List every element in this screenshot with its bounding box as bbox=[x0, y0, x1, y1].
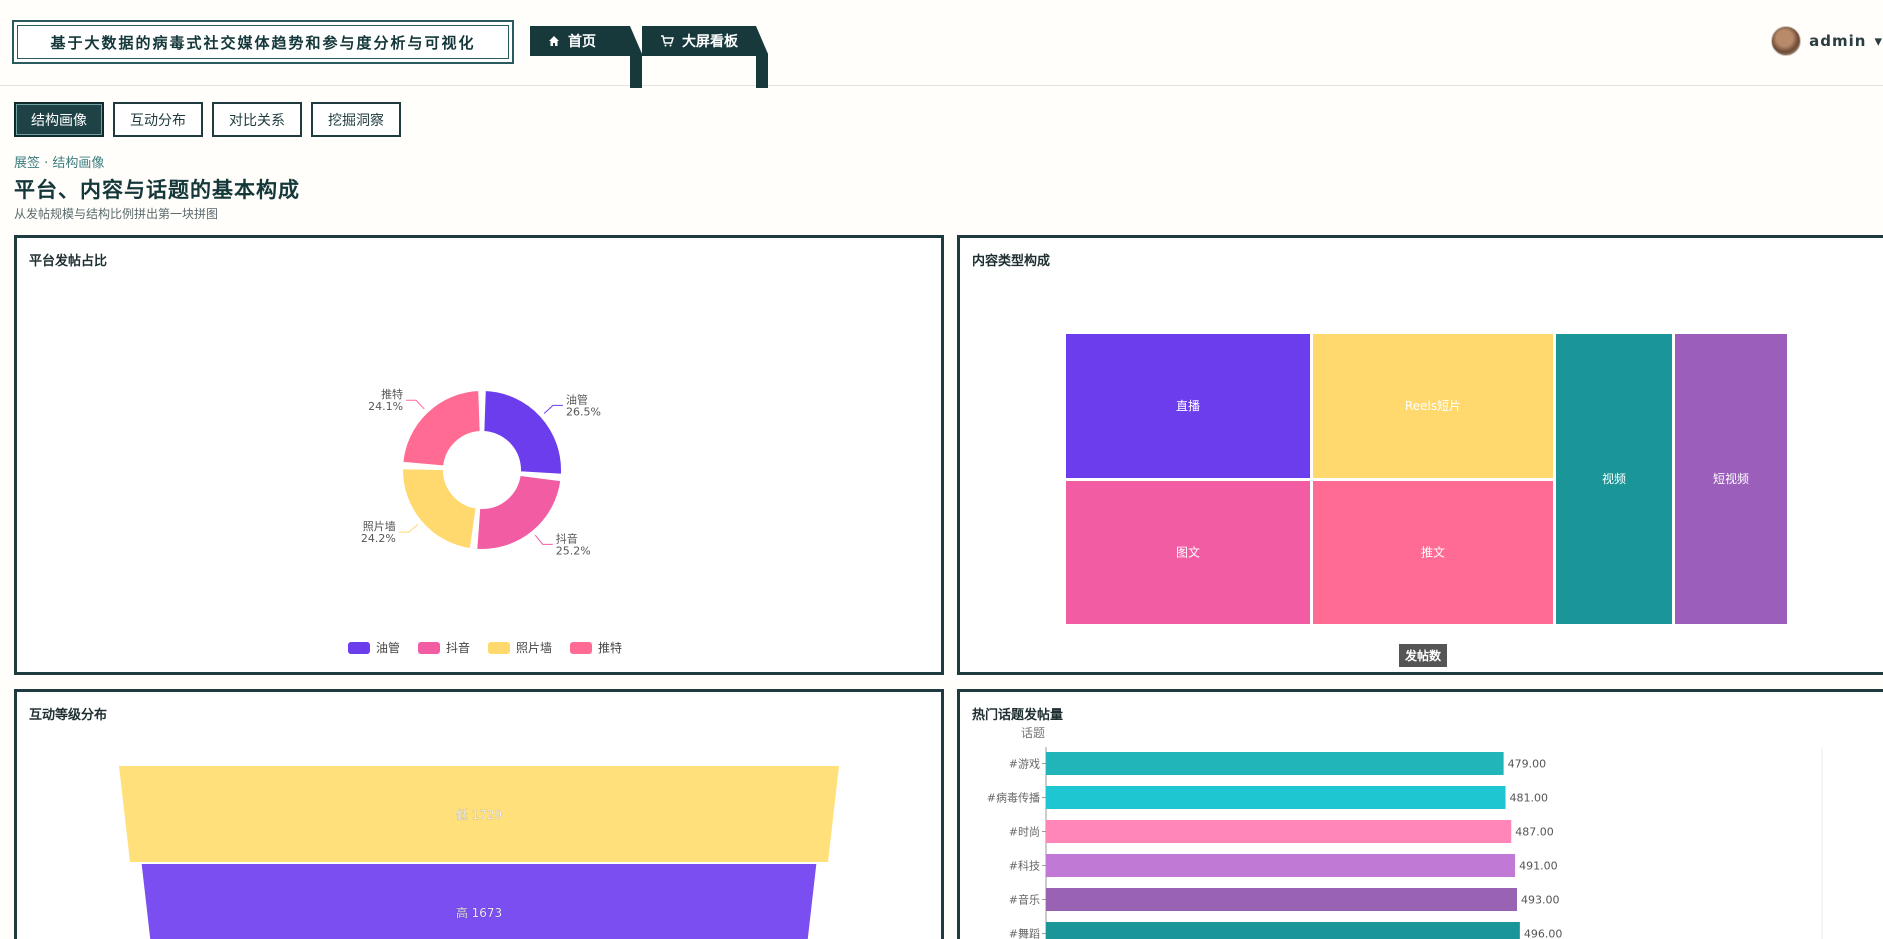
slice-value-label: 24.2% bbox=[361, 532, 396, 545]
nav-home-button[interactable]: 首页 bbox=[530, 26, 642, 88]
bar-value-label: 491.00 bbox=[1519, 860, 1558, 873]
treemap-cell-label: 推文 bbox=[1421, 545, 1445, 560]
treemap-breadcrumb[interactable]: 发帖数 bbox=[1399, 644, 1448, 667]
user-menu[interactable]: admin ▾ bbox=[1771, 26, 1883, 56]
platform-share-panel: 平台发帖占比 油管 26.5% 抖音 25.2% 照片墙 24.2% 推特 24.1% 油管抖… bbox=[14, 235, 944, 675]
hot-topics-panel: 热门话题发帖量 话题 #游戏 479.00 #病毒传播 481.00 #时尚 487.00 #… bbox=[957, 689, 1883, 939]
treemap-cell bbox=[1066, 334, 1310, 478]
y-tick-label: #科技 bbox=[1009, 859, 1040, 873]
engagement-level-panel: 互动等级分布 低 1729 高 1673 bbox=[14, 689, 944, 939]
bar-value-label: 479.00 bbox=[1508, 758, 1547, 771]
donut-slice bbox=[401, 389, 482, 468]
nav-dashboard-label: 大屏看板 bbox=[682, 34, 738, 50]
bar bbox=[1046, 888, 1517, 911]
treemap-cell-label: Reels短片 bbox=[1405, 399, 1461, 413]
treemap-cell-label: 直播 bbox=[1176, 399, 1200, 413]
funnel-label: 高 1673 bbox=[456, 905, 502, 920]
slice-label: 抖音 bbox=[556, 531, 578, 545]
y-tick-label: #游戏 bbox=[1009, 758, 1040, 771]
slice-value-label: 24.1% bbox=[368, 400, 403, 413]
panel-title: 热门话题发帖量 bbox=[972, 708, 1064, 723]
treemap-cell-label: 短视频 bbox=[1713, 471, 1749, 486]
bar-value-label: 493.00 bbox=[1521, 894, 1560, 907]
legend-item[interactable]: 推特 bbox=[570, 639, 622, 656]
funnel-segment bbox=[141, 864, 817, 939]
bar bbox=[1046, 854, 1516, 877]
y-tick-label: #舞蹈 bbox=[1009, 928, 1040, 939]
slice-value-label: 26.5% bbox=[566, 405, 601, 418]
y-tick-label: #音乐 bbox=[1009, 893, 1040, 907]
slice-value-label: 25.2% bbox=[556, 544, 591, 557]
avatar bbox=[1771, 26, 1802, 56]
legend-swatch bbox=[418, 641, 441, 654]
label-leader-line bbox=[406, 399, 425, 410]
funnel-label: 低 1729 bbox=[456, 808, 502, 822]
home-icon bbox=[548, 35, 560, 47]
top-bar: 基于大数据的病毒式社交媒体趋势和参与度分析与可视化 首页 大屏看板 admin … bbox=[0, 0, 1883, 88]
username: admin bbox=[1809, 32, 1867, 50]
bar bbox=[1046, 786, 1506, 809]
legend-label: 推特 bbox=[598, 641, 623, 655]
y-axis-title: 话题 bbox=[1021, 726, 1045, 740]
treemap-cell bbox=[1066, 481, 1310, 624]
legend-label: 油管 bbox=[376, 641, 401, 655]
y-tick-label: #病毒传播 bbox=[987, 791, 1040, 805]
treemap-cell bbox=[1313, 334, 1553, 478]
treemap-cell bbox=[1556, 334, 1672, 624]
bar-value-label: 496.00 bbox=[1524, 928, 1563, 939]
legend-label: 抖音 bbox=[446, 641, 471, 655]
nav-home-label: 首页 bbox=[568, 34, 596, 50]
panel-title: 平台发帖占比 bbox=[29, 254, 108, 269]
donut-slice bbox=[482, 389, 563, 476]
legend-swatch bbox=[488, 641, 511, 654]
app-title: 基于大数据的病毒式社交媒体趋势和参与度分析与可视化 bbox=[12, 20, 514, 64]
chevron-down-icon: ▾ bbox=[1874, 32, 1883, 50]
donut-slice bbox=[475, 473, 563, 551]
label-leader-line bbox=[543, 404, 564, 414]
bar bbox=[1046, 922, 1520, 939]
legend-item[interactable]: 抖音 bbox=[418, 639, 470, 656]
funnel-chart: 低 1729 高 1673 bbox=[119, 766, 839, 939]
page-title: 平台、内容与话题的基本构成 bbox=[14, 177, 300, 202]
tab-bar: 结构画像 互动分布 对比关系 挖掘洞察 bbox=[14, 102, 401, 137]
treemap-cell-label: 视频 bbox=[1602, 471, 1626, 486]
bar-chart: 话题 #游戏 479.00 #病毒传播 481.00 #时尚 487.00 #科技 491.00… bbox=[987, 726, 1823, 939]
slice-label: 照片墙 bbox=[363, 519, 396, 533]
nav-home-ribbon bbox=[630, 26, 642, 88]
legend-label: 照片墙 bbox=[516, 641, 553, 655]
bar bbox=[1046, 820, 1512, 843]
label-leader-line bbox=[534, 534, 553, 545]
bar-value-label: 481.00 bbox=[1510, 792, 1549, 805]
nav-dashboard-ribbon bbox=[756, 26, 768, 88]
y-tick-label: #时尚 bbox=[1009, 825, 1040, 839]
content-type-panel: 内容类型构成 直播 Reels短片视频 短视频图文 推文 发帖数 bbox=[957, 235, 1883, 675]
treemap-cell-label: 图文 bbox=[1176, 545, 1200, 560]
page-subtitle: 从发帖规模与结构比例拼出第一块拼图 bbox=[14, 207, 219, 221]
tab-structure[interactable]: 结构画像 bbox=[14, 102, 104, 137]
legend-item[interactable]: 油管 bbox=[348, 639, 400, 656]
legend-swatch bbox=[570, 641, 593, 654]
treemap-cell bbox=[1675, 334, 1787, 624]
tab-interaction[interactable]: 互动分布 bbox=[113, 102, 203, 137]
slice-label: 推特 bbox=[381, 387, 403, 401]
tab-comparison[interactable]: 对比关系 bbox=[212, 102, 302, 137]
treemap-cell bbox=[1313, 481, 1553, 624]
funnel-segment bbox=[119, 766, 839, 862]
legend-item[interactable]: 照片墙 bbox=[488, 639, 552, 656]
breadcrumb: 展签 · 结构画像 bbox=[14, 156, 105, 171]
panel-title: 内容类型构成 bbox=[972, 254, 1051, 269]
bar bbox=[1046, 752, 1504, 775]
nav-dashboard-button[interactable]: 大屏看板 bbox=[642, 26, 768, 88]
bar-value-label: 487.00 bbox=[1515, 826, 1554, 839]
cart-icon bbox=[660, 35, 674, 47]
donut-slice bbox=[401, 467, 478, 551]
chart-legend: 油管 抖音 照片墙 推特 bbox=[348, 639, 622, 656]
legend-swatch bbox=[348, 641, 370, 654]
tab-insights[interactable]: 挖掘洞察 bbox=[311, 102, 401, 137]
label-leader-line bbox=[398, 523, 419, 533]
panel-title: 互动等级分布 bbox=[29, 708, 108, 723]
slice-label: 油管 bbox=[566, 392, 588, 406]
